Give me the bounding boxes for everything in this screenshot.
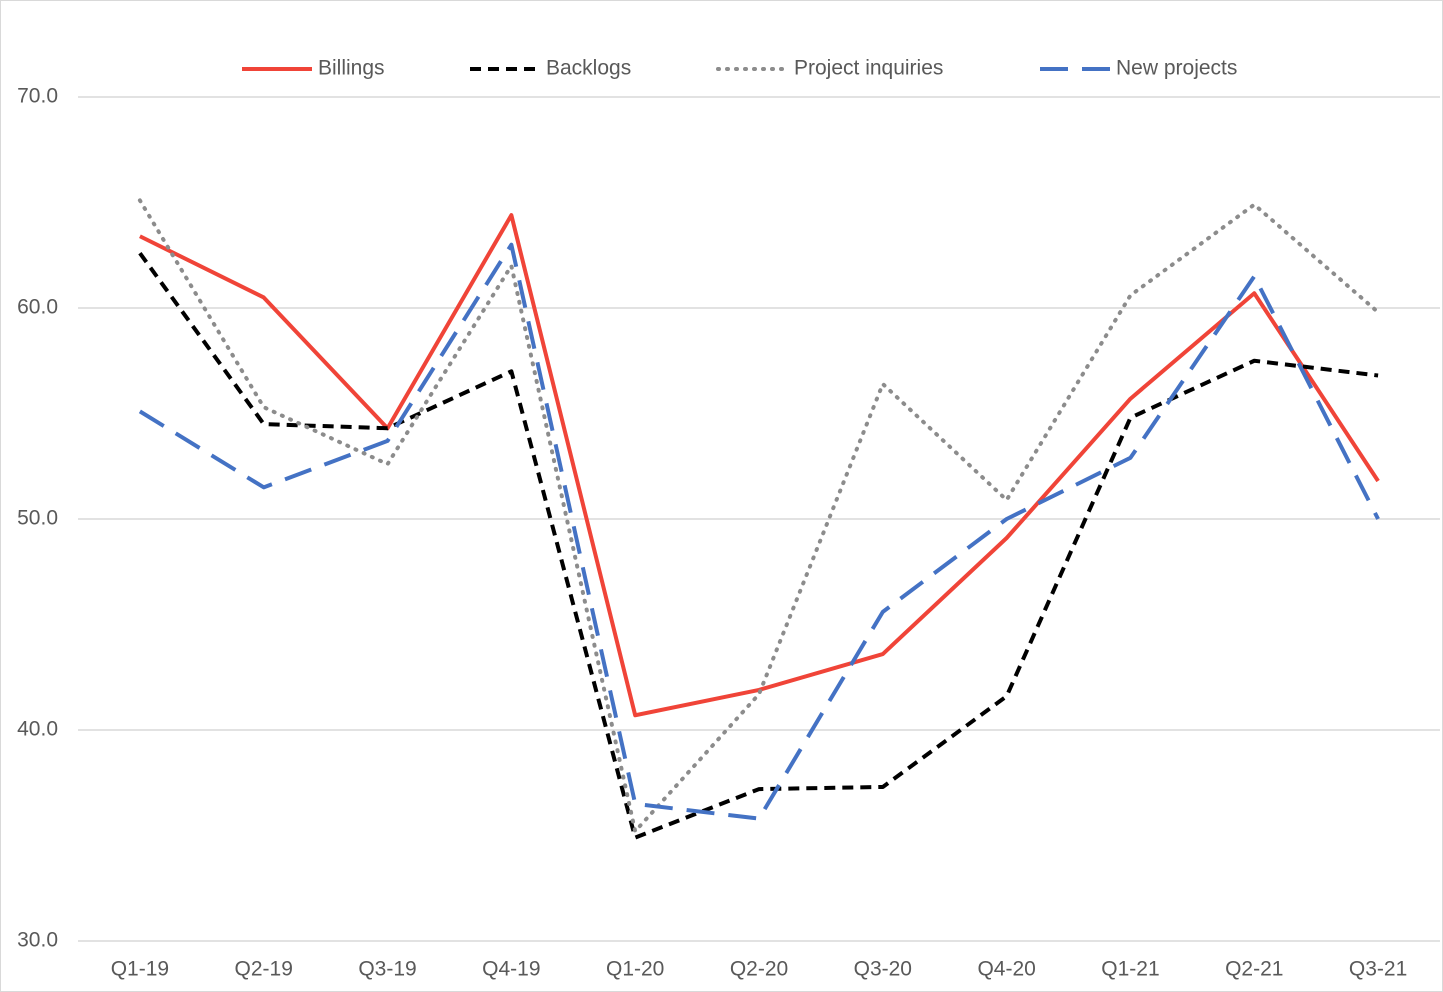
x-tick-label: Q1-19 xyxy=(111,958,169,981)
y-tick-label: 30.0 xyxy=(17,929,58,952)
x-tick-label: Q3-21 xyxy=(1349,958,1407,981)
x-tick-label: Q1-20 xyxy=(606,958,664,981)
series-line xyxy=(137,198,1381,834)
x-tick-label: Q2-19 xyxy=(235,958,293,981)
series-line xyxy=(138,242,1380,821)
x-tick-label: Q3-19 xyxy=(358,958,416,981)
legend-label: Backlogs xyxy=(546,57,631,80)
x-tick-label: Q3-20 xyxy=(854,958,912,981)
x-tick-label: Q2-20 xyxy=(730,958,788,981)
legend-label: Project inquiries xyxy=(794,57,943,80)
legend-label: Billings xyxy=(318,57,385,80)
x-tick-label: Q2-21 xyxy=(1225,958,1283,981)
y-tick-label: 50.0 xyxy=(17,507,58,530)
y-tick-label: 60.0 xyxy=(17,296,58,319)
y-tick-label: 70.0 xyxy=(17,85,58,108)
legend-label: New projects xyxy=(1116,57,1237,80)
x-tick-label: Q4-19 xyxy=(482,958,540,981)
x-tick-label: Q4-20 xyxy=(977,958,1035,981)
x-tick-label: Q1-21 xyxy=(1101,958,1159,981)
y-tick-label: 40.0 xyxy=(17,718,58,741)
